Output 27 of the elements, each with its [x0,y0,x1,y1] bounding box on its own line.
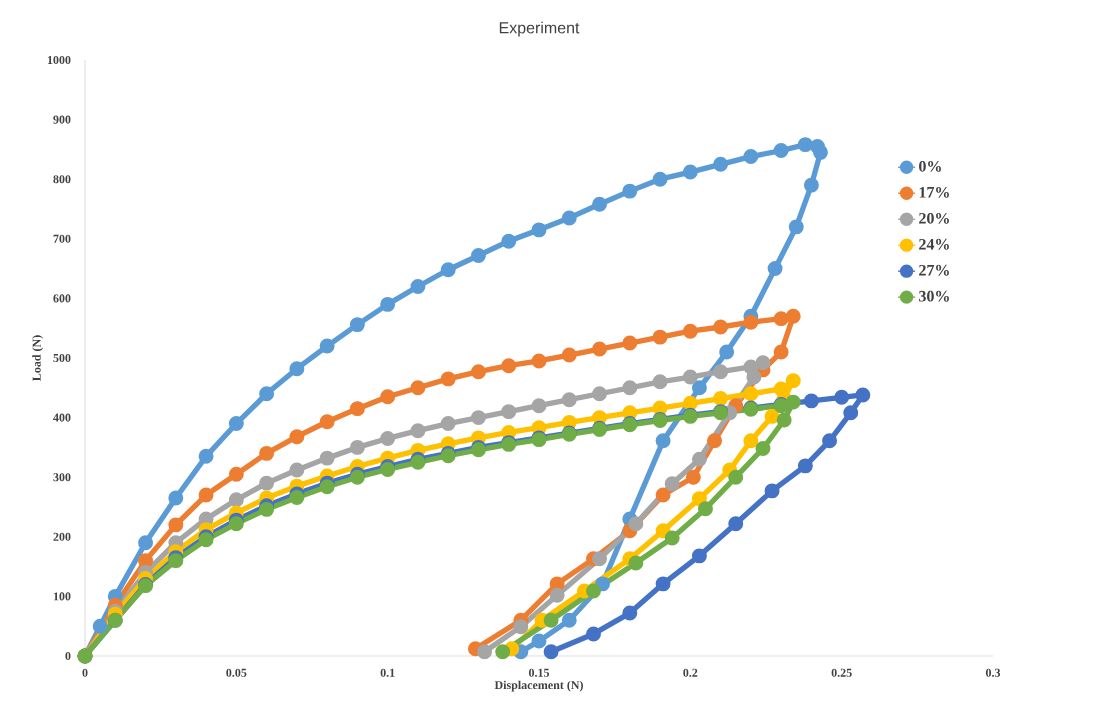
y-tick-label: 500 [53,353,71,363]
y-tick-label: 0 [65,651,71,661]
y-tick-label: 300 [53,473,71,482]
legend-label: 20% [919,212,949,224]
legend-label: 30% [919,290,949,302]
y-tick-label: 800 [53,175,71,184]
y-tick-label: 200 [53,532,71,541]
x-axis-title: Displacement (N) [494,680,583,692]
x-tick-label: 0.2 [683,668,698,677]
x-tick-label: 0.15 [528,668,550,677]
y-tick-label: 400 [53,413,71,422]
y-tick-label: 1000 [47,55,71,65]
legend-label: 0% [919,160,941,172]
y-tick-label: 700 [53,234,71,243]
chart-title: Experiment [499,21,580,37]
y-axis-title: Load (N) [32,335,44,381]
y-tick-label: 600 [53,294,71,303]
legend-label: 27% [919,264,949,276]
y-tick-label: 100 [53,592,71,601]
x-tick-label: 0.3 [985,668,1001,677]
x-tick-label: 0.1 [380,668,395,677]
legend-label: 17% [919,186,949,198]
x-tick-label: 0.25 [831,668,852,677]
legend-label: 24% [919,238,949,250]
x-tick-label: 0 [82,668,88,677]
x-tick-label: 0.05 [226,668,247,677]
y-tick-label: 900 [53,115,71,124]
